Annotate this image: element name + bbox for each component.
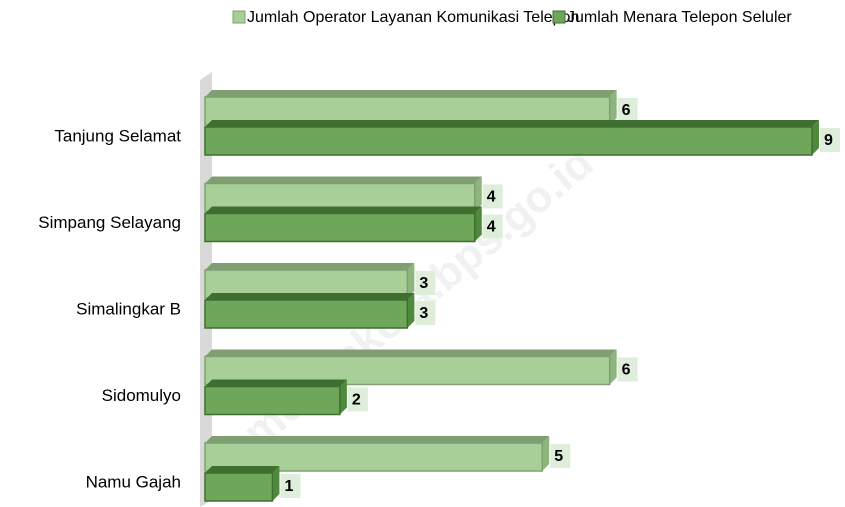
value-label: 3: [419, 275, 428, 292]
value-label: 3: [419, 305, 428, 322]
value-label-box: [550, 444, 571, 468]
category-label: Namu Gajah: [86, 472, 181, 491]
value-label-box: [617, 98, 638, 122]
value-label-box: [820, 128, 840, 152]
legend-label: Jumlah Operator Layanan Komunikasi Telep…: [247, 9, 579, 26]
bar: [204, 466, 280, 502]
bar: [204, 120, 819, 156]
legend-label: Jumlah Menara Telepon Seluler: [567, 9, 792, 26]
bar: [204, 263, 415, 299]
bar: [204, 206, 482, 243]
value-label: 9: [824, 132, 833, 149]
value-label-box: [482, 214, 503, 239]
value-label: 4: [487, 189, 496, 206]
value-label-box: [415, 301, 436, 325]
value-label-box: [617, 357, 638, 382]
value-label-box: [415, 271, 436, 295]
category-label: Sidomulyo: [102, 386, 181, 405]
category-label: Tanjung Selamat: [54, 126, 181, 145]
bar: [204, 90, 617, 126]
bar: [204, 176, 482, 213]
category-label: Simalingkar B: [76, 299, 181, 318]
bar: [204, 349, 617, 386]
value-label-box: [280, 474, 301, 498]
value-label: 1: [284, 478, 293, 495]
value-label-box: [347, 387, 368, 412]
value-label: 2: [352, 392, 361, 409]
legend-swatch: [552, 10, 566, 24]
value-label: 6: [622, 362, 631, 379]
value-label: 4: [487, 219, 496, 236]
value-label: 6: [622, 102, 631, 119]
value-label-box: [482, 184, 503, 209]
category-label: Simpang Selayang: [38, 213, 181, 232]
bar: [204, 436, 550, 472]
legend-swatch: [232, 10, 246, 24]
value-label: 5: [554, 448, 563, 465]
bar: [204, 293, 415, 329]
bar: [204, 379, 347, 416]
